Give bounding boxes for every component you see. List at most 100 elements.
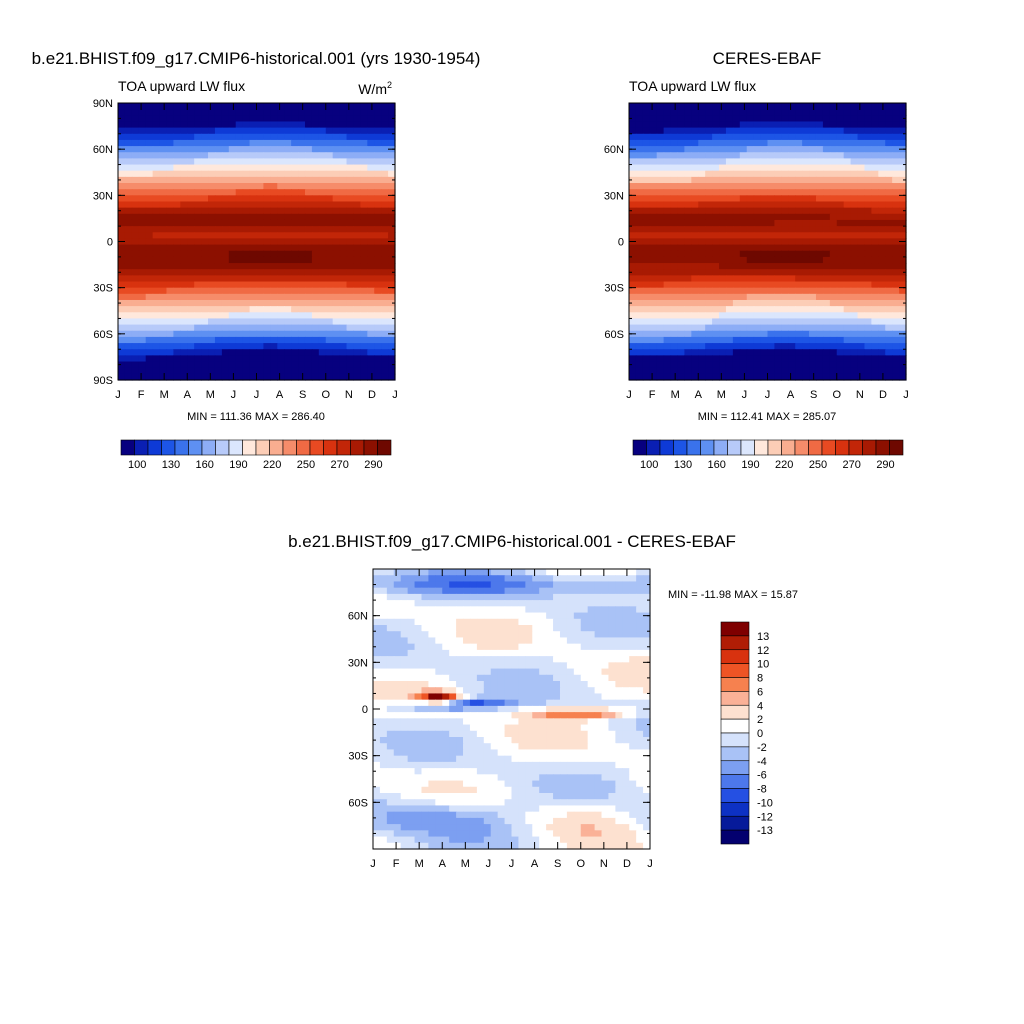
panel-diff-cell	[594, 737, 603, 744]
panel-obs-cell	[746, 226, 755, 233]
panel-model-cell	[145, 318, 154, 326]
panel-obs-cell	[836, 250, 845, 258]
panel-model-cell	[263, 176, 271, 184]
panel-model-cell	[242, 293, 251, 301]
panel-model-cell	[249, 256, 258, 264]
panel-diff-cell	[608, 674, 616, 682]
panel-model-cell	[277, 244, 285, 252]
panel-obs-cell	[642, 183, 651, 190]
panel-model-cell	[367, 256, 375, 264]
panel-model-cell	[228, 213, 237, 221]
panel-obs-cell	[815, 189, 824, 196]
panel-diff-cell	[643, 656, 651, 663]
panel-model-cell	[249, 336, 258, 344]
panel-model-cell	[159, 189, 168, 196]
panel-diff-cell	[490, 631, 499, 639]
panel-model-cell	[277, 139, 285, 147]
panel-obs-cell	[698, 244, 706, 252]
panel-model-cell	[221, 127, 230, 135]
panel-obs-cell	[871, 336, 879, 344]
panel-diff-cell	[636, 618, 644, 626]
panel-obs-cell	[649, 361, 658, 369]
panel-model-x-tick-label: F	[138, 389, 145, 401]
panel-diff-cell	[594, 643, 603, 651]
panel-model-cell	[159, 164, 168, 172]
panel-obs-cell	[795, 195, 803, 203]
panel-obs-cell	[656, 349, 665, 356]
panel-model-cell	[339, 299, 348, 307]
panel-model-cell	[298, 281, 306, 289]
panel-model-cell	[145, 244, 154, 252]
panel-model-cell	[360, 269, 368, 276]
panel-model-cell	[304, 158, 313, 166]
panel-model-cell	[263, 232, 271, 240]
panel-diff-cell	[587, 600, 596, 607]
panel-model-colorbar-box	[242, 439, 257, 456]
panel-obs-cell	[892, 170, 900, 178]
panel-model-cell	[242, 256, 251, 264]
panel-obs-cell	[670, 127, 679, 135]
panel-obs-cell	[698, 293, 706, 301]
panel-obs-cell	[670, 213, 679, 221]
panel-model-cell	[173, 349, 181, 356]
panel-diff-cell	[469, 625, 478, 632]
panel-diff-cell	[400, 681, 409, 688]
panel-obs-cell	[822, 170, 831, 178]
panel-obs-cell	[642, 226, 651, 233]
panel-model-cell	[318, 343, 327, 350]
panel-obs-cell	[795, 146, 803, 153]
panel-model-cell	[221, 361, 230, 369]
panel-obs-cell	[809, 306, 817, 313]
panel-obs-cell	[670, 330, 679, 338]
panel-model-cell	[118, 324, 126, 332]
panel-model-cell	[152, 189, 161, 196]
panel-diff-cell	[643, 687, 651, 695]
panel-diff-cell	[414, 593, 423, 601]
panel-model-cell	[311, 213, 320, 221]
panel-model-cell	[291, 133, 299, 141]
panel-obs-cell	[871, 244, 879, 252]
panel-obs-cell	[788, 336, 796, 344]
panel-model-cell	[311, 293, 320, 301]
panel-obs-cell	[719, 103, 727, 110]
panel-model-cell	[263, 244, 271, 252]
panel-obs-cell	[892, 176, 900, 184]
panel-diff-cell	[421, 631, 429, 639]
panel-obs-cell	[739, 343, 748, 350]
panel-obs-cell	[732, 275, 741, 283]
panel-diff-cell	[573, 699, 582, 707]
panel-model-cell	[291, 318, 299, 326]
panel-model-cell	[152, 269, 161, 276]
panel-diff-cell	[532, 575, 540, 583]
panel-diff-cell	[532, 612, 540, 620]
panel-obs-cell	[642, 176, 651, 184]
panel-model-cell	[208, 121, 216, 129]
panel-diff-cell	[428, 587, 436, 595]
panel-model-cell	[318, 103, 327, 110]
panel-model-cell	[194, 103, 202, 110]
panel-obs-cell	[795, 232, 803, 240]
panel-model-cell	[339, 152, 348, 159]
panel-diff-cell	[594, 718, 603, 726]
panel-model-cell	[118, 361, 126, 369]
panel-model-cell	[152, 373, 161, 381]
panel-model-cell	[138, 269, 147, 276]
panel-diff-cell	[456, 712, 464, 719]
panel-model-cell	[360, 219, 368, 227]
panel-diff-cell	[483, 606, 492, 614]
panel-model-colorbar-box	[174, 439, 189, 456]
panel-obs-cell	[635, 213, 644, 221]
panel-model-cell	[311, 164, 320, 172]
panel-obs-cell	[629, 109, 637, 116]
panel-diff-cell	[428, 569, 436, 576]
panel-model-cell	[332, 336, 341, 344]
panel-obs-cell	[746, 299, 755, 307]
panel-model-cell	[145, 287, 154, 295]
panel-diff-cell	[483, 693, 492, 701]
panel-model-cell	[318, 256, 327, 264]
panel-obs-cell	[691, 269, 699, 276]
panel-model-cell	[374, 312, 382, 320]
panel-obs-cell	[698, 115, 706, 123]
panel-diff-cell	[483, 681, 492, 688]
